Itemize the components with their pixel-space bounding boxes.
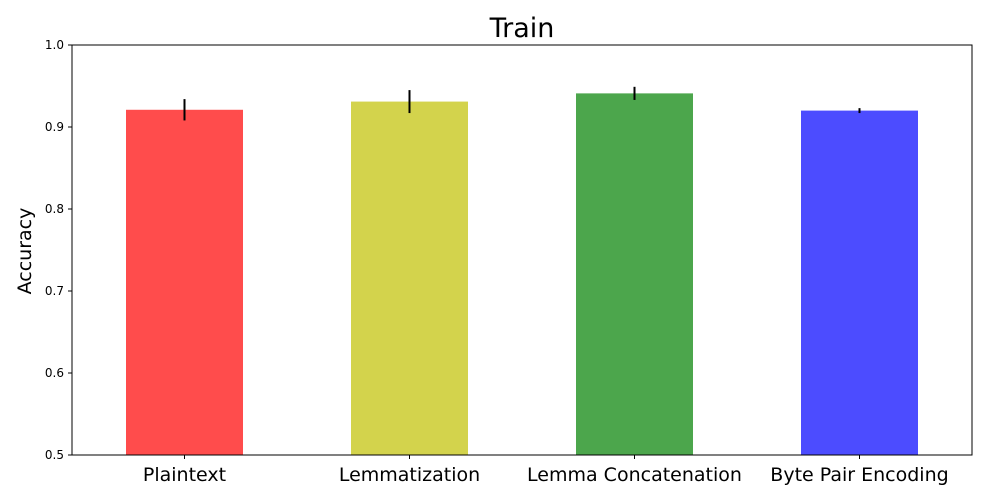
y-tick-label-5: 1.0 bbox=[45, 38, 64, 52]
error-bars-group bbox=[183, 86, 861, 121]
bar-3 bbox=[801, 110, 918, 455]
x-tick-label-1: Lemmatization bbox=[339, 464, 480, 486]
x-tick-label-3: Byte Pair Encoding bbox=[770, 464, 948, 486]
y-axis-title: Accuracy bbox=[14, 208, 36, 295]
y-tick-label-3: 0.8 bbox=[45, 202, 64, 216]
plot-frame bbox=[71, 44, 973, 456]
y-tick-label-2: 0.7 bbox=[45, 284, 64, 298]
y-tick-label-0: 0.5 bbox=[45, 448, 64, 462]
x-tick-label-2: Lemma Concatenation bbox=[527, 464, 742, 486]
chart-title: Train bbox=[489, 13, 555, 44]
bar-2 bbox=[576, 93, 693, 455]
x-ticks-group: Plaintext Lemmatization Lemma Concatenatio… bbox=[143, 455, 949, 486]
y-tick-label-1: 0.6 bbox=[45, 366, 64, 380]
bar-0 bbox=[126, 109, 243, 455]
y-ticks-group: 0.5 0.6 0.7 0.8 0.9 1.0 bbox=[45, 38, 72, 462]
bar-1 bbox=[351, 101, 468, 455]
bars-group bbox=[126, 93, 918, 455]
x-tick-label-0: Plaintext bbox=[143, 464, 226, 486]
y-tick-label-4: 0.9 bbox=[45, 120, 64, 134]
